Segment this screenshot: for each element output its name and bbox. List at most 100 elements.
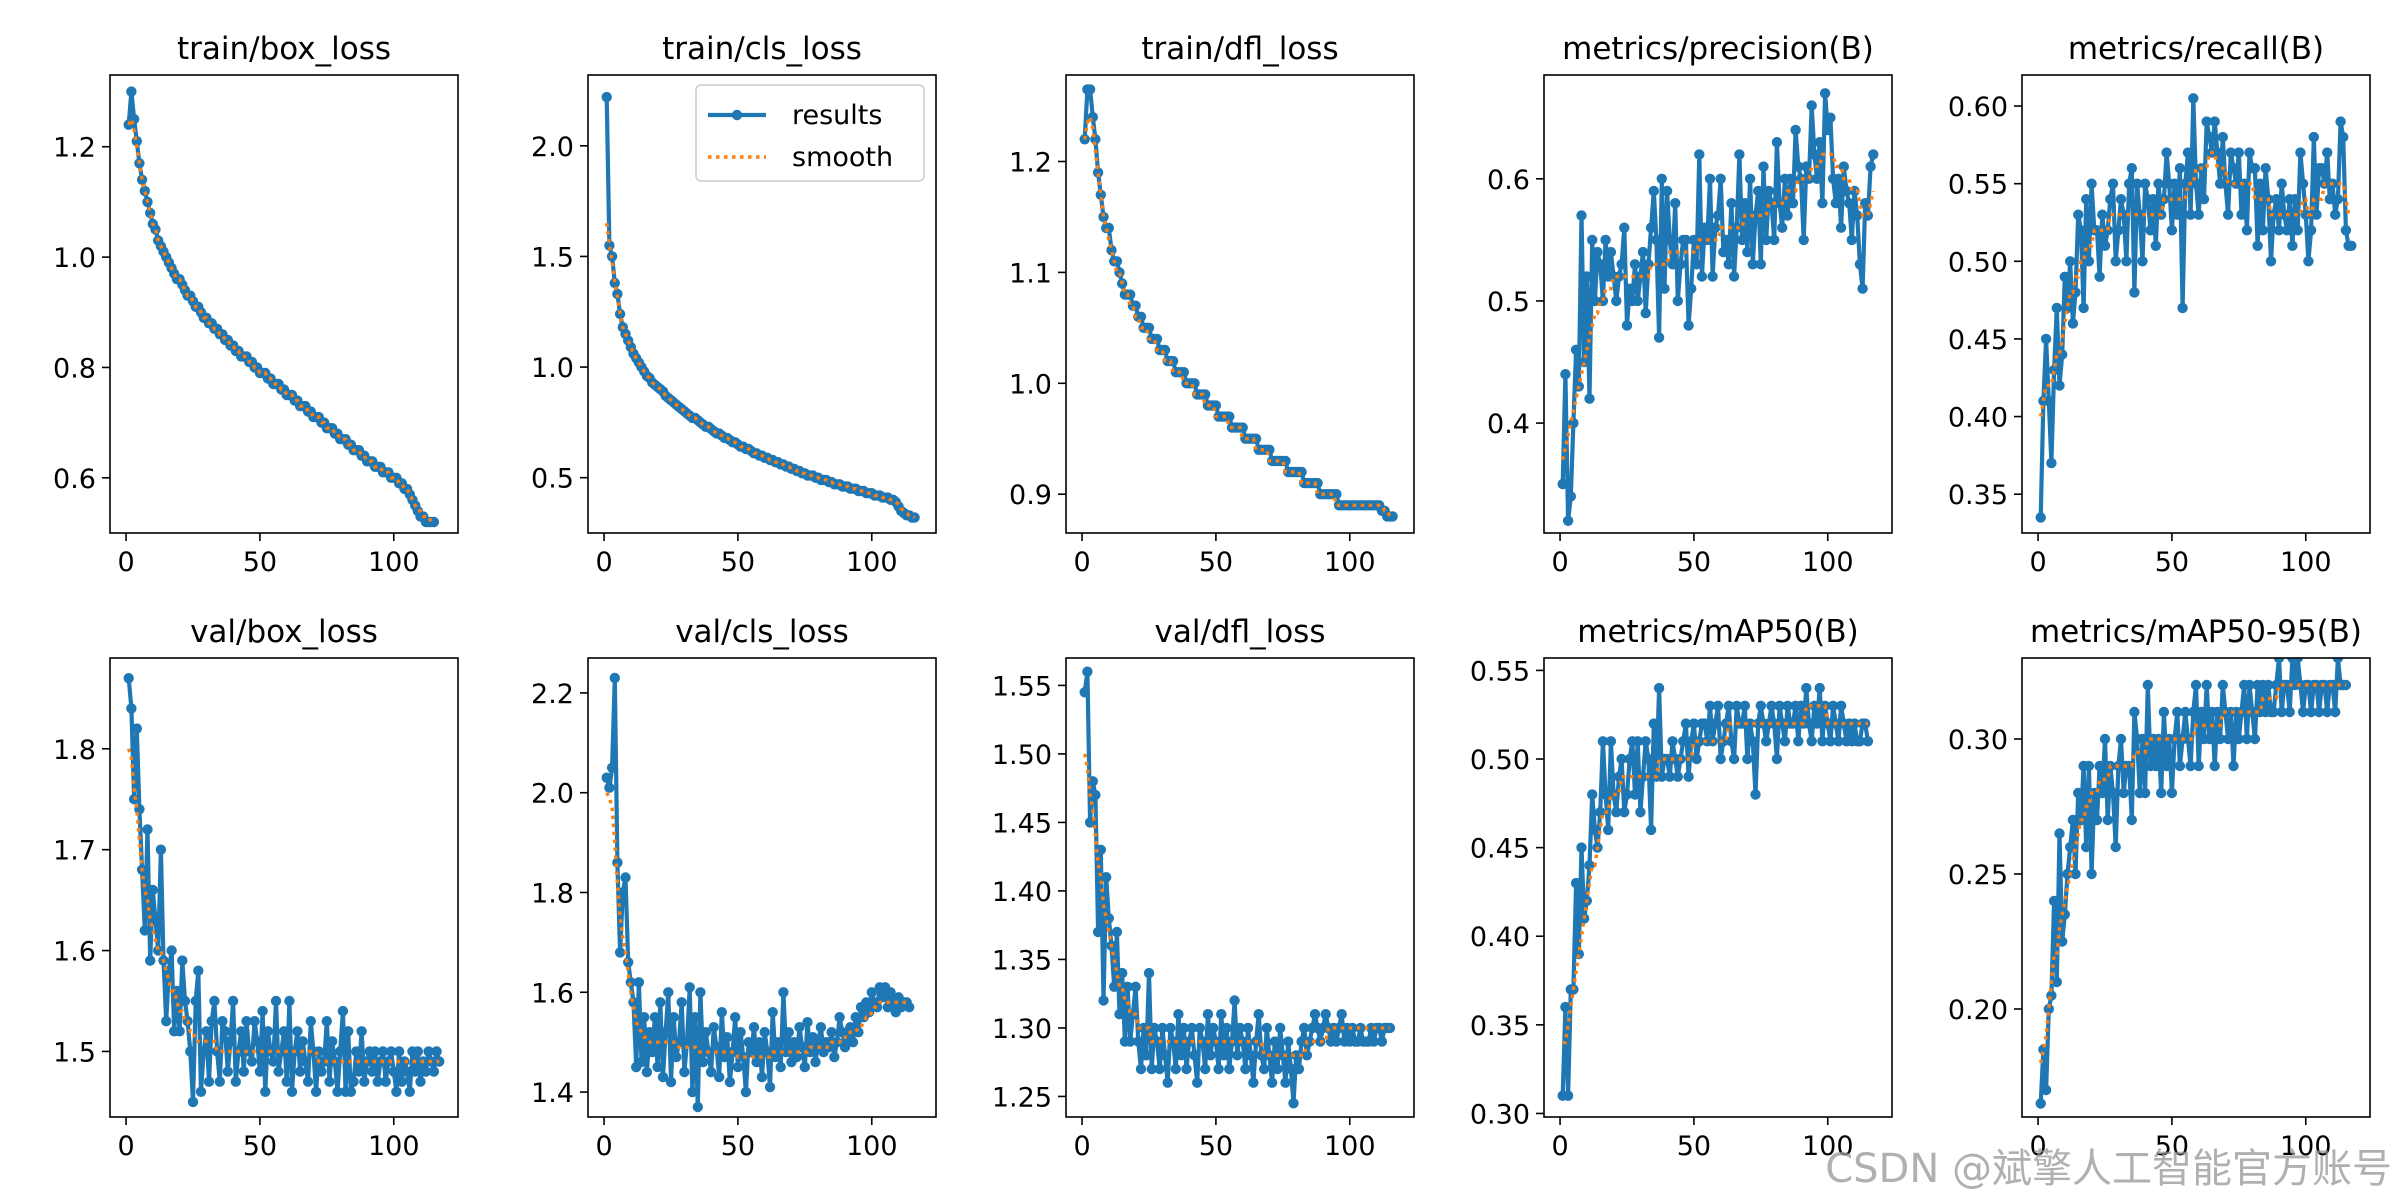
data-point	[1720, 718, 1732, 729]
data-point	[2271, 194, 2282, 205]
y-tick-label: 2.0	[531, 779, 574, 810]
data-point	[1130, 300, 1141, 311]
data-point	[778, 987, 789, 998]
data-point	[2097, 787, 2108, 799]
data-point	[2255, 178, 2266, 189]
data-point	[2316, 163, 2327, 174]
data-point	[2289, 194, 2301, 205]
x-tick-label: 0	[1551, 1131, 1568, 1162]
data-point	[681, 1037, 693, 1048]
data-point	[1162, 1077, 1173, 1088]
legend-results-label: results	[792, 100, 882, 131]
data-point	[1584, 393, 1595, 404]
data-point	[2236, 209, 2247, 220]
data-point	[1151, 1036, 1163, 1047]
data-point	[1613, 771, 1625, 782]
data-point	[351, 1046, 362, 1057]
x-tick-label: 50	[1677, 547, 1711, 578]
data-point	[783, 1027, 794, 1038]
data-point	[1111, 256, 1123, 267]
data-point	[1854, 259, 1866, 270]
data-point	[131, 723, 142, 734]
y-tick-label: 1.30	[992, 1014, 1052, 1045]
data-point	[2193, 209, 2204, 220]
data-point	[1833, 173, 1844, 184]
data-point	[1731, 700, 1742, 711]
data-point	[126, 86, 137, 97]
data-point	[2148, 194, 2159, 205]
data-point	[802, 1017, 813, 1028]
y-tick-label: 1.45	[992, 808, 1052, 839]
y-tick-label: 0.50	[1948, 247, 2008, 278]
data-point	[2048, 895, 2060, 907]
data-point	[1079, 687, 1090, 698]
data-point	[2182, 733, 2194, 745]
data-point	[609, 672, 620, 684]
y-tick-label: 0.6	[1487, 165, 1530, 196]
data-point	[1114, 1009, 1125, 1020]
data-point	[2231, 178, 2242, 189]
data-point	[2198, 194, 2210, 205]
data-point	[1664, 771, 1676, 782]
data-point	[236, 1026, 247, 1037]
data-point	[1645, 222, 1657, 233]
data-point	[2139, 178, 2151, 189]
data-point	[385, 1046, 397, 1057]
data-point	[1106, 245, 1117, 256]
data-point	[1296, 466, 1307, 478]
data-point	[665, 1076, 677, 1088]
data-point	[2137, 733, 2148, 745]
panel-train-cls-loss: train/cls_loss 0 50 100 0.5 1.0 1.5 2.0 results s…	[531, 31, 937, 578]
data-point	[1210, 400, 1222, 411]
data-point	[1640, 308, 1651, 319]
data-point	[1699, 718, 1710, 729]
data-point	[1801, 682, 1812, 694]
data-point	[1600, 789, 1611, 800]
data-point	[1592, 246, 1603, 258]
data-point	[1723, 259, 1734, 270]
x-tick-label: 0	[117, 1131, 134, 1162]
data-point	[388, 1066, 399, 1077]
data-point	[2172, 706, 2183, 718]
data-point	[2150, 240, 2161, 251]
series-smooth-line	[2039, 150, 2352, 417]
data-point	[1248, 1077, 1259, 1088]
data-point	[1795, 700, 1807, 711]
data-point	[1667, 259, 1678, 270]
data-point	[1742, 753, 1753, 765]
data-point	[1280, 1077, 1291, 1088]
data-point	[815, 1021, 827, 1033]
x-tick-label: 100	[2280, 547, 2332, 578]
plot-area	[123, 86, 440, 528]
data-point	[2115, 194, 2127, 205]
data-point	[2249, 163, 2261, 174]
data-point	[1651, 234, 1662, 246]
data-point	[1098, 211, 1109, 223]
data-point	[1611, 807, 1622, 818]
data-point	[1769, 718, 1780, 729]
data-point	[1822, 124, 1834, 136]
data-point	[2054, 380, 2065, 391]
y-tick-label: 1.2	[1009, 147, 1052, 178]
data-point	[2311, 209, 2322, 220]
data-point	[2297, 178, 2309, 189]
data-point	[1750, 210, 1761, 221]
data-point	[708, 1021, 719, 1033]
data-point	[1710, 718, 1721, 729]
data-point	[335, 1046, 346, 1057]
data-point	[2233, 733, 2244, 745]
data-point	[1595, 807, 1606, 818]
y-tick-label: 0.8	[53, 353, 96, 384]
data-point	[2107, 787, 2119, 799]
data-point	[1736, 234, 1748, 246]
data-point	[1186, 1022, 1198, 1034]
series-smooth-line	[605, 222, 916, 519]
data-point	[211, 1046, 223, 1057]
data-point	[1619, 807, 1630, 818]
data-point	[1715, 753, 1726, 765]
data-point	[324, 1076, 335, 1087]
data-point	[1648, 718, 1660, 729]
data-point	[1170, 1063, 1182, 1075]
data-point	[1739, 198, 1751, 209]
